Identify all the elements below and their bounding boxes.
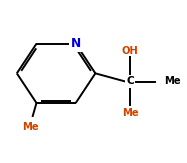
- Text: N: N: [71, 37, 81, 50]
- Text: Me: Me: [122, 108, 138, 118]
- Text: C: C: [126, 76, 134, 87]
- Text: Me: Me: [165, 76, 181, 87]
- Text: Me: Me: [23, 122, 39, 133]
- Text: OH: OH: [122, 45, 138, 56]
